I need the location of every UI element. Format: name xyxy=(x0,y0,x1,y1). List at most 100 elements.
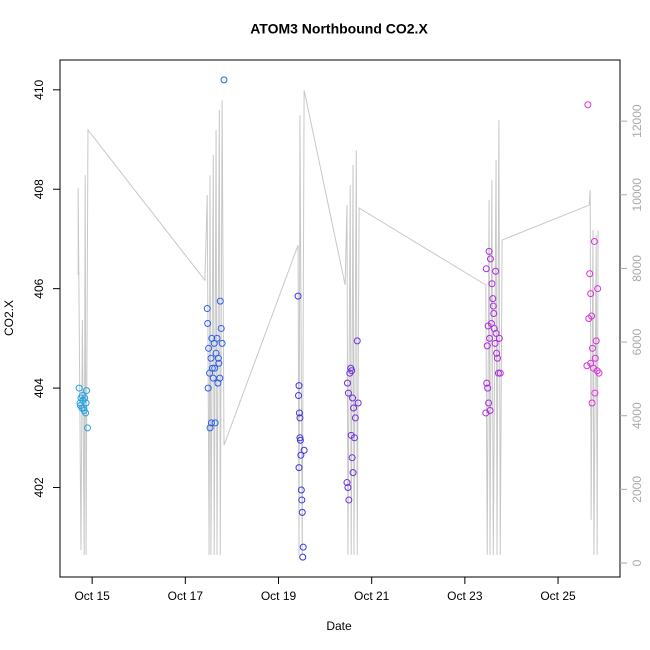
point xyxy=(586,270,594,278)
point xyxy=(204,384,212,392)
point xyxy=(295,382,303,390)
point xyxy=(204,319,212,327)
x-tick-label: Oct 21 xyxy=(354,589,390,603)
point xyxy=(344,484,352,492)
point xyxy=(483,379,491,387)
point xyxy=(489,295,497,303)
x-tick-label: Oct 19 xyxy=(261,589,297,603)
point xyxy=(493,349,501,357)
point xyxy=(492,329,500,337)
point xyxy=(80,406,88,414)
point xyxy=(217,324,225,332)
point xyxy=(213,334,221,342)
point xyxy=(298,508,306,516)
y-tick-label: 404 xyxy=(32,378,46,398)
point xyxy=(485,247,493,255)
y2-tick-label: 0 xyxy=(630,559,644,566)
point xyxy=(589,344,597,352)
y-tick-label: 406 xyxy=(32,278,46,298)
point xyxy=(216,297,224,305)
y-axis-label: CO2.X xyxy=(2,300,16,336)
point xyxy=(83,424,91,432)
point xyxy=(209,374,217,382)
point xyxy=(349,394,357,402)
y-tick-label: 402 xyxy=(32,477,46,497)
point xyxy=(587,359,595,367)
point xyxy=(220,76,228,84)
y2-tick-label: 12000 xyxy=(630,104,644,138)
point xyxy=(300,446,308,454)
point xyxy=(591,389,599,397)
point xyxy=(351,414,359,422)
point xyxy=(494,369,502,377)
point xyxy=(298,496,306,504)
point xyxy=(82,399,90,407)
point xyxy=(343,379,351,387)
y2-tick-label: 10000 xyxy=(630,178,644,212)
point xyxy=(483,342,491,350)
point xyxy=(75,384,83,392)
point xyxy=(216,374,224,382)
point xyxy=(295,392,303,400)
point xyxy=(76,401,84,409)
x-tick-label: Oct 15 xyxy=(74,589,110,603)
point xyxy=(350,404,358,412)
y2-tick-label: 2000 xyxy=(630,476,644,503)
line xyxy=(77,90,599,555)
point xyxy=(587,290,595,298)
point xyxy=(594,285,602,293)
point xyxy=(584,101,592,109)
point xyxy=(211,419,219,427)
point xyxy=(206,424,214,432)
y2-tick-label: 6000 xyxy=(630,328,644,355)
point xyxy=(349,469,357,477)
point xyxy=(297,451,305,459)
point xyxy=(294,292,302,300)
point xyxy=(296,434,304,442)
chart-title: ATOM3 Northbound CO2.X xyxy=(250,21,428,37)
y-tick-label: 410 xyxy=(32,79,46,99)
x-tick-label: Oct 17 xyxy=(168,589,204,603)
point xyxy=(495,334,503,342)
point xyxy=(296,436,304,444)
x-tick-label: Oct 23 xyxy=(447,589,483,603)
x-tick-label: Oct 25 xyxy=(540,589,576,603)
point xyxy=(482,265,490,273)
point xyxy=(348,454,356,462)
point xyxy=(482,409,490,417)
point xyxy=(207,419,215,427)
point xyxy=(488,280,496,288)
point xyxy=(590,237,598,245)
point xyxy=(490,310,498,318)
point xyxy=(350,434,358,442)
point xyxy=(208,364,216,372)
y-tick-label: 408 xyxy=(32,179,46,199)
point xyxy=(491,339,499,347)
point xyxy=(353,337,361,345)
point xyxy=(489,302,497,310)
point xyxy=(207,354,215,362)
point xyxy=(354,399,362,407)
point xyxy=(83,387,91,395)
point xyxy=(591,354,599,362)
point xyxy=(343,479,351,487)
point xyxy=(215,359,223,367)
point xyxy=(299,543,307,551)
point xyxy=(295,409,303,417)
plot-frame xyxy=(59,59,621,578)
point xyxy=(486,255,494,263)
point xyxy=(211,364,219,372)
point xyxy=(484,384,492,392)
point xyxy=(595,369,603,377)
point xyxy=(492,267,500,275)
x-axis-label: Date xyxy=(326,619,352,633)
point xyxy=(486,334,494,342)
y2-tick-label: 8000 xyxy=(630,255,644,282)
point xyxy=(585,315,593,322)
point xyxy=(588,399,596,407)
point xyxy=(203,305,211,313)
point xyxy=(345,496,353,504)
point xyxy=(299,553,307,561)
point xyxy=(485,399,493,407)
